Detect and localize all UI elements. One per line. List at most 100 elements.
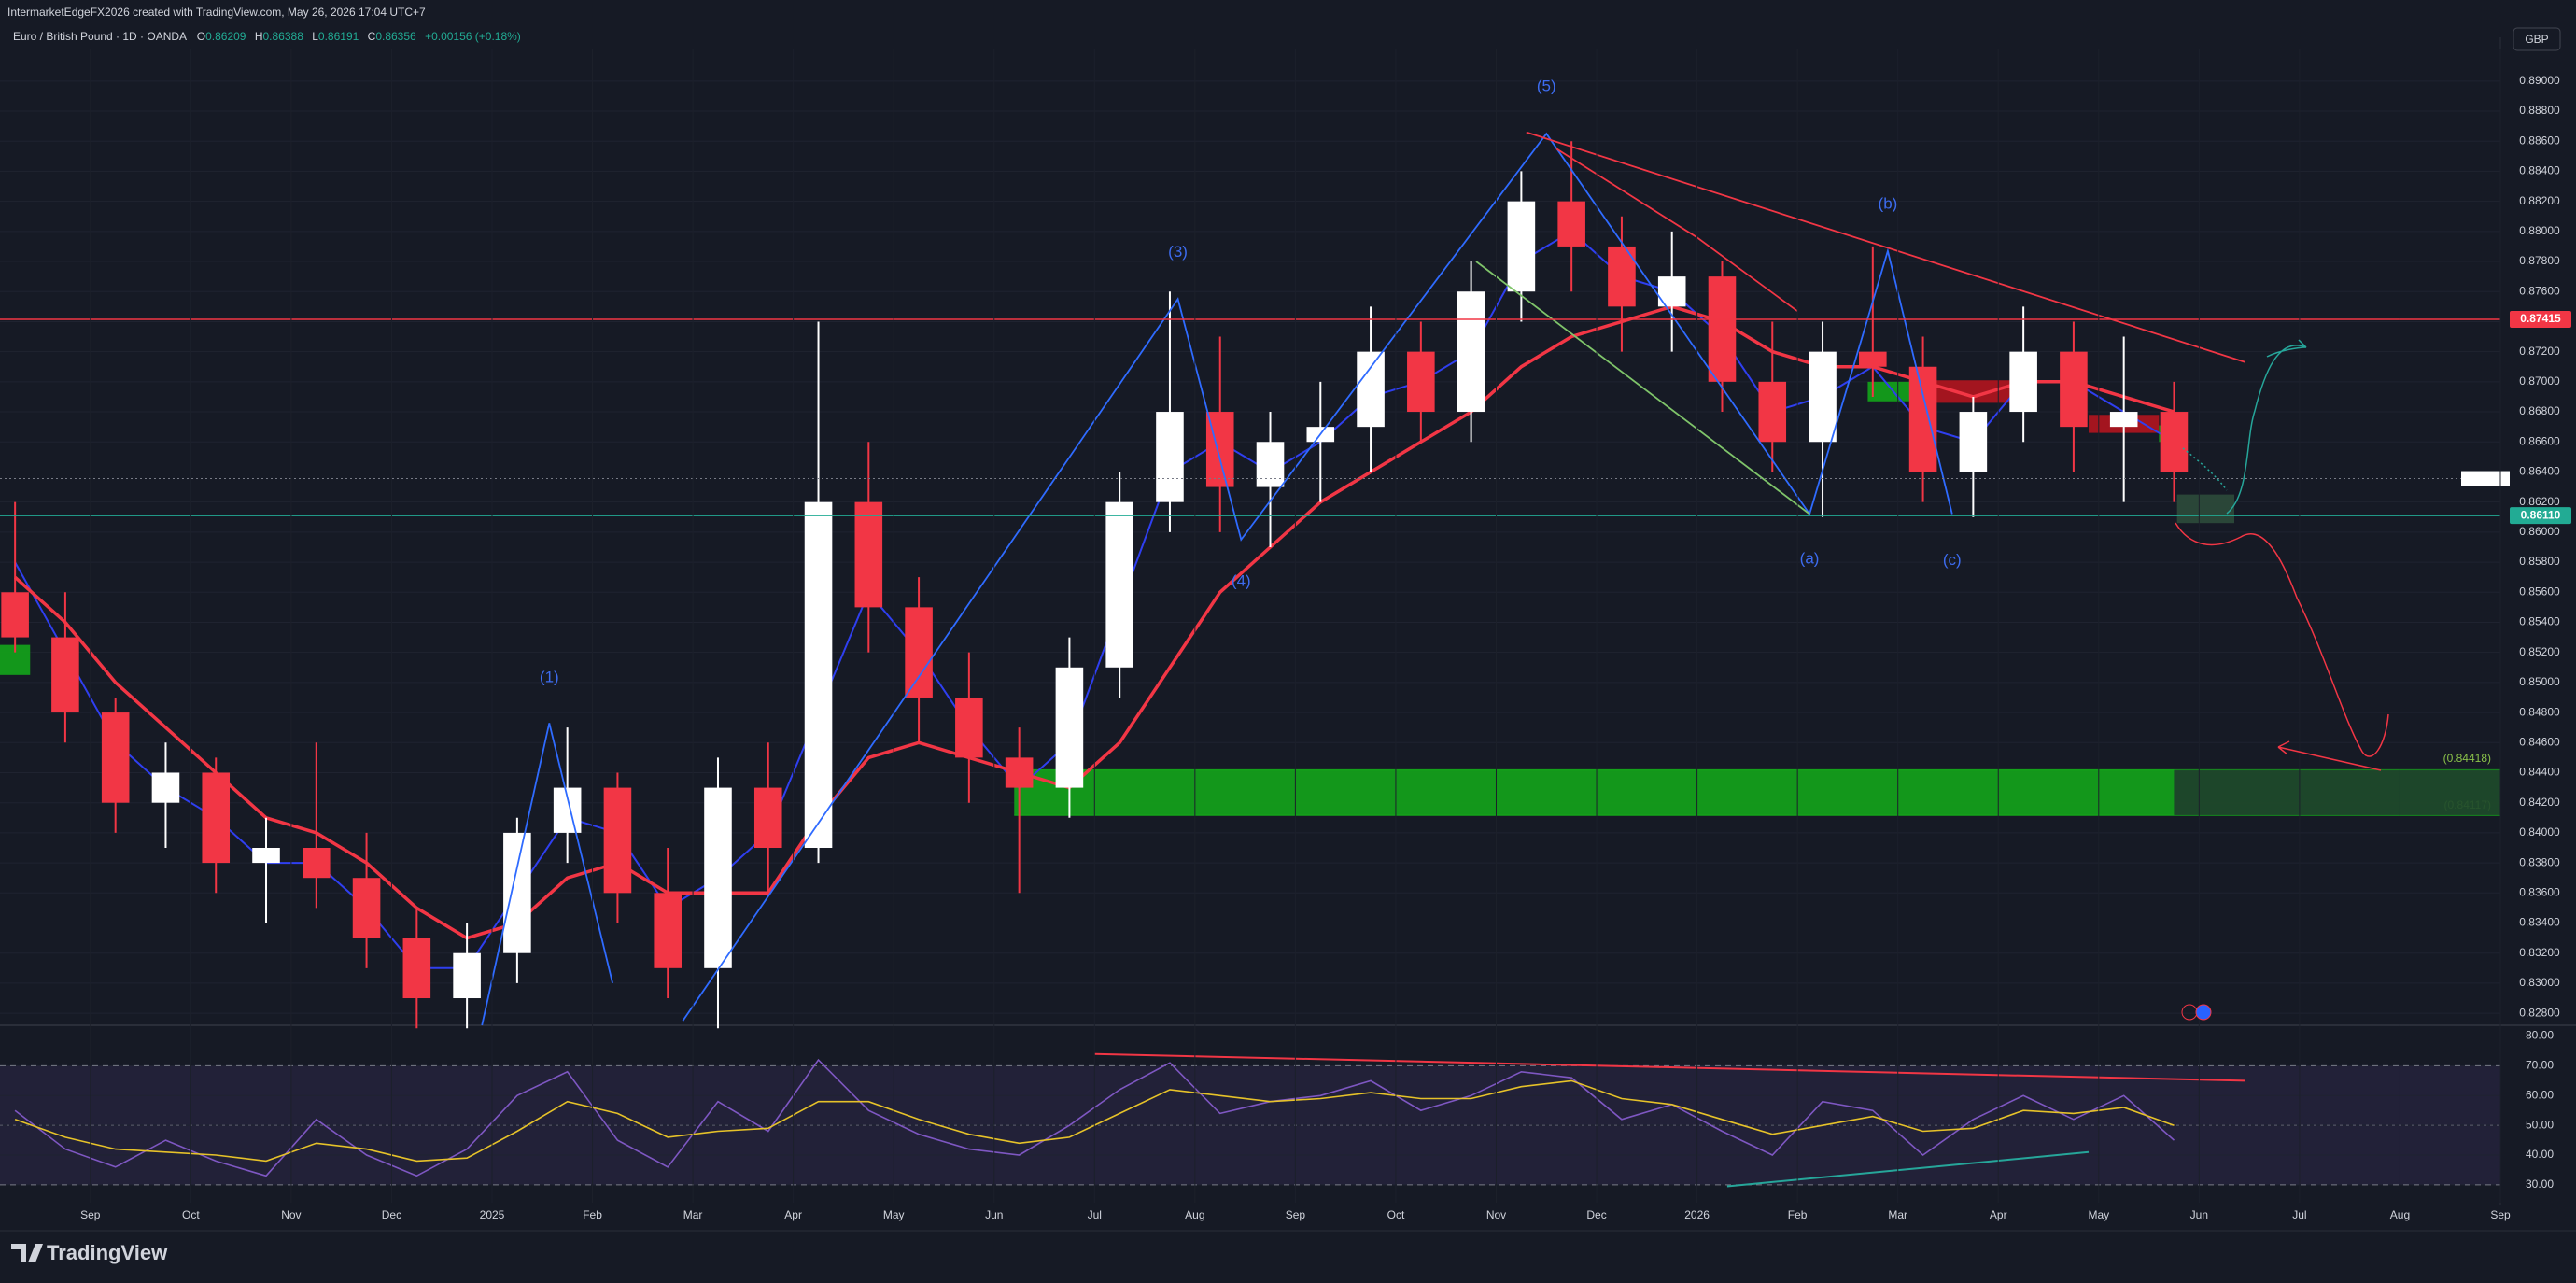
level-label: 0.87415 xyxy=(2520,312,2561,325)
zone xyxy=(1014,769,2175,816)
trendline xyxy=(481,723,613,1026)
y-tick-label: 0.88400 xyxy=(2519,164,2560,177)
candle-body xyxy=(503,832,531,953)
zone xyxy=(2174,769,2500,816)
x-tick-label: 2026 xyxy=(1684,1208,1710,1221)
candle-body xyxy=(101,712,130,803)
projection-path xyxy=(2226,339,2307,515)
x-tick-label: Mar xyxy=(1888,1208,1907,1221)
x-tick-label: Jun xyxy=(2190,1208,2208,1221)
y-tick-label: 0.86600 xyxy=(2519,434,2560,447)
projection-path xyxy=(2277,740,2382,771)
legend-line: Euro / British Pound · 1D · OANDA O0.862… xyxy=(13,30,521,43)
y-tick-label: 80.00 xyxy=(2526,1029,2554,1042)
level-tag xyxy=(2510,507,2571,525)
x-tick-label: Feb xyxy=(1788,1208,1808,1221)
wave-label: (c) xyxy=(1943,551,1962,569)
candle-body xyxy=(1908,366,1937,472)
candle-body xyxy=(402,938,431,999)
candle-body xyxy=(1708,276,1737,382)
trendline xyxy=(682,132,1953,1022)
y-tick-label: 0.83600 xyxy=(2519,885,2560,898)
y-tick-label: 0.86200 xyxy=(2519,495,2560,508)
y-tick-label: 0.89000 xyxy=(2519,74,2560,87)
candle-body xyxy=(2160,412,2189,472)
candle-body xyxy=(202,772,231,864)
wave-label: (1) xyxy=(540,669,559,686)
candle-body xyxy=(1407,351,1435,413)
y-tick-label: 0.86000 xyxy=(2519,525,2560,538)
candle-body xyxy=(2009,351,2037,413)
x-tick-label: Aug xyxy=(2390,1208,2410,1221)
ohlc-value: 0.86191 xyxy=(318,30,359,43)
y-tick-label: 0.84000 xyxy=(2519,825,2560,839)
wave-label: (4) xyxy=(1232,571,1251,589)
y-tick-label: 0.83200 xyxy=(2519,946,2560,959)
y-tick-label: 30.00 xyxy=(2526,1177,2554,1191)
x-tick-label: Dec xyxy=(1586,1208,1606,1221)
candle-body xyxy=(352,878,381,938)
credit: IntermarketEdgeFX2026 created with Tradi… xyxy=(7,6,426,19)
ohlc-value: 0.86356 xyxy=(375,30,416,43)
x-tick-label: May xyxy=(2088,1208,2109,1221)
y-tick-label: 0.85800 xyxy=(2519,555,2560,568)
y-tick-label: 0.85600 xyxy=(2519,585,2560,598)
candle-body xyxy=(955,697,983,758)
currency-label[interactable]: GBP xyxy=(2525,33,2548,46)
x-tick-label: Sep xyxy=(2490,1208,2511,1221)
candle-body xyxy=(704,787,732,968)
y-tick-label: 70.00 xyxy=(2526,1059,2554,1072)
y-tick-label: 0.87200 xyxy=(2519,345,2560,358)
candle-body xyxy=(1357,351,1385,428)
x-tick-label: Nov xyxy=(1486,1208,1506,1221)
ohlc-key: H xyxy=(255,30,263,43)
y-tick-label: 0.86800 xyxy=(2519,404,2560,417)
level-label: 0.86110 xyxy=(2521,508,2561,521)
trendline xyxy=(1094,1052,2245,1082)
candle-body xyxy=(252,848,280,864)
x-tick-label: May xyxy=(883,1208,905,1221)
candle-body xyxy=(151,772,180,803)
candle-body xyxy=(1156,412,1184,502)
y-tick-label: 0.88000 xyxy=(2519,224,2560,237)
brand-name: TradingView xyxy=(47,1241,168,1264)
ohlc-key: O xyxy=(197,30,205,43)
y-tick-label: 50.00 xyxy=(2526,1118,2554,1131)
candle-body xyxy=(1959,412,1988,472)
x-tick-label: Feb xyxy=(583,1208,602,1221)
x-tick-label: Apr xyxy=(784,1208,802,1221)
x-tick-label: Sep xyxy=(1286,1208,1306,1221)
wave-label: (5) xyxy=(1537,78,1556,95)
change: +0.00156 (+0.18%) xyxy=(425,30,521,43)
candle-body xyxy=(1507,201,1536,292)
candle-body xyxy=(905,607,933,698)
candle-body xyxy=(654,893,682,968)
y-tick-label: 0.86400 xyxy=(2519,465,2560,478)
currency-button[interactable] xyxy=(2513,27,2561,51)
candle-body xyxy=(603,787,632,894)
candle-body xyxy=(2109,412,2138,428)
event-icon[interactable] xyxy=(2195,1004,2212,1021)
y-tick-label: 0.85200 xyxy=(2519,645,2560,658)
x-tick-label: Mar xyxy=(683,1208,703,1221)
ohlc-value: 0.86388 xyxy=(263,30,304,43)
y-tick-label: 0.87600 xyxy=(2519,284,2560,297)
candle-body xyxy=(1005,757,1034,788)
ohlc-value: 0.86209 xyxy=(205,30,246,43)
candle-body xyxy=(1859,351,1887,367)
x-tick-label: Apr xyxy=(1990,1208,2007,1221)
candle-body xyxy=(1758,381,1787,443)
x-tick-label: Oct xyxy=(1387,1208,1405,1221)
candle-body xyxy=(51,637,79,713)
y-tick-label: 0.87000 xyxy=(2519,374,2560,388)
y-tick-label: 0.83000 xyxy=(2519,976,2560,989)
x-tick-label: Jul xyxy=(1088,1208,1102,1221)
candle-body xyxy=(1809,351,1837,443)
wave-label: (a) xyxy=(1800,549,1820,567)
y-tick-label: 0.85400 xyxy=(2519,615,2560,628)
candle-body xyxy=(1105,501,1133,668)
y-tick-label: 0.83800 xyxy=(2519,855,2560,868)
y-tick-label: 0.84400 xyxy=(2519,766,2560,779)
